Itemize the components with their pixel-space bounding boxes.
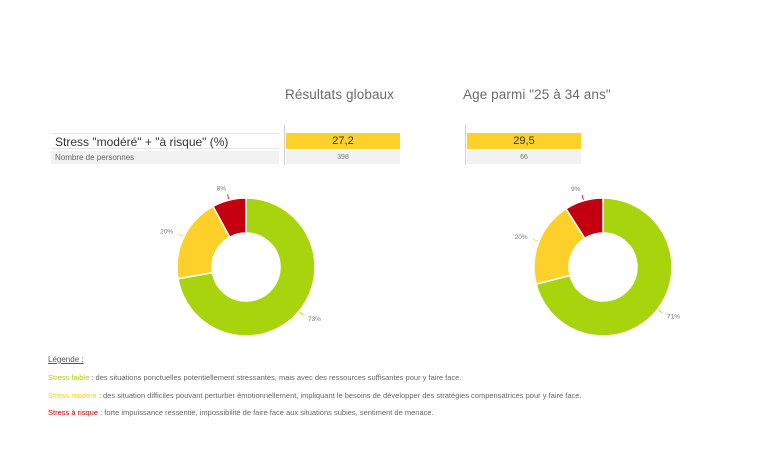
age-count-value: 66 (467, 151, 581, 164)
column-divider-age (465, 125, 466, 165)
legend-term-faible: Stress faible (48, 373, 90, 382)
label-leader-faible (658, 309, 663, 314)
donut-slice-risque (212, 197, 247, 239)
legend-term-risque: Stress à risque (48, 408, 99, 417)
donut-slice-risque (564, 197, 604, 240)
data-label-faible: 73% (308, 316, 321, 323)
label-leader-risque (581, 194, 584, 200)
global-stress-value: 27,2 (286, 133, 400, 149)
header-age-group: Age parmi "25 à 34 ans" (463, 87, 611, 102)
header-global-results: Résultats globaux (285, 87, 395, 102)
legend-item-risque: Stress à risque : forte impuissance ress… (48, 408, 434, 417)
label-leader-modere (533, 239, 539, 242)
label-leader-risque (227, 194, 230, 200)
donut-slice-faible (177, 197, 316, 337)
label-leader-faible (299, 311, 304, 316)
legend-term-modere: Stress modéré (48, 391, 97, 400)
data-label-modere: 20% (160, 229, 173, 236)
global-count-value: 398 (286, 151, 400, 164)
data-label-modere: 20% (515, 234, 528, 241)
legend-desc-risque: : forte impuissance ressentie, impossibi… (98, 408, 434, 417)
donut-chart-global: 73% 20% 8% (160, 185, 321, 337)
legend-item-faible: Stress faible : des situations ponctuell… (48, 373, 461, 382)
donut-chart-age: 71% 20% 9% (515, 186, 680, 337)
legend-desc-faible: : des situations ponctuelles potentielle… (89, 373, 462, 382)
legend-item-modere: Stress modéré : des situation difficiles… (48, 391, 582, 400)
age-stress-value: 29,5 (467, 133, 581, 149)
data-label-faible: 71% (667, 314, 680, 321)
label-leader-modere (178, 233, 184, 237)
donut-slice-faible (535, 197, 673, 337)
column-divider-global (284, 125, 285, 165)
count-row-label: Nombre de personnes (51, 151, 279, 164)
legend-title: Légende : (48, 355, 84, 364)
data-label-risque: 9% (571, 186, 581, 193)
stress-row-label: Stress "modéré" + "à risque" (%) (51, 133, 279, 149)
data-label-risque: 8% (217, 185, 227, 192)
legend-desc-modere: : des situation difficiles pouvant pertu… (96, 391, 582, 400)
